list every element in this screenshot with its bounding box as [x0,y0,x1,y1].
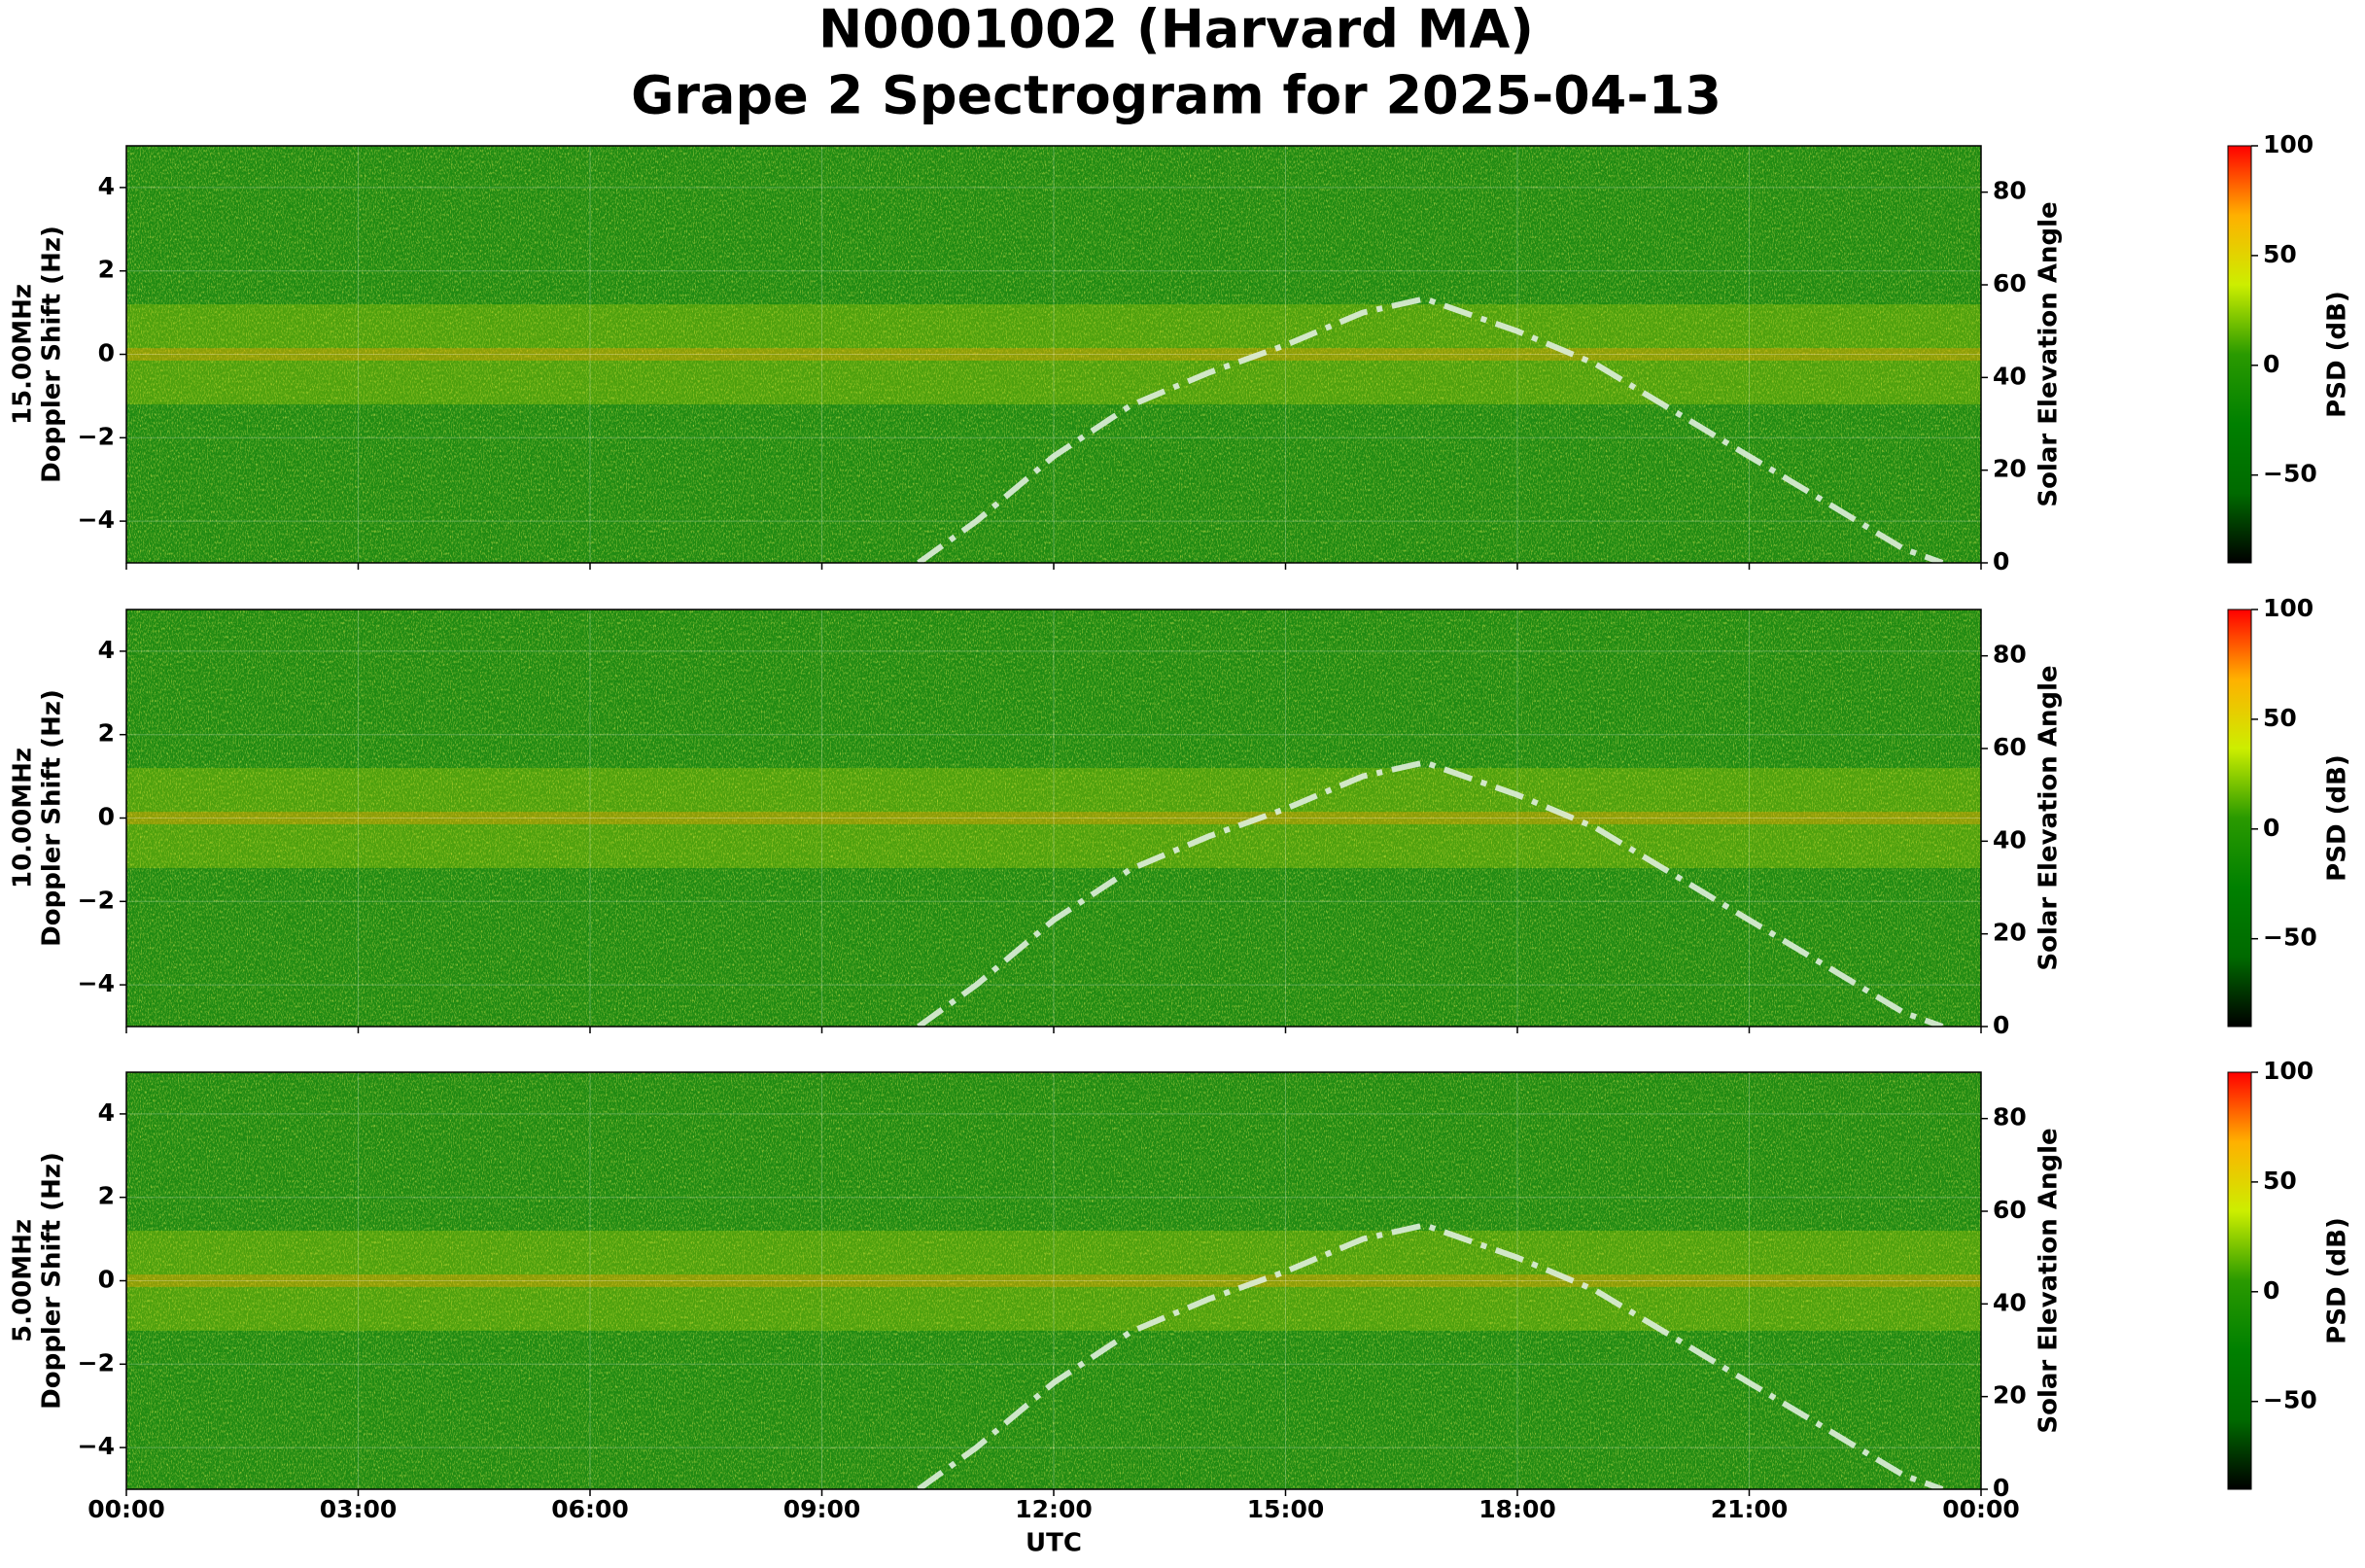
y-tick-label: 4 [98,1098,115,1127]
colorbar-tick-label: 50 [2263,704,2297,732]
colorbar-label: PSD (dB) [2323,1217,2352,1344]
y-axis-label: Doppler Shift (Hz) [38,689,67,947]
spectrogram-texture [126,610,1981,1027]
colorbar-tick-label: −50 [2263,460,2317,488]
y-tick-label: −2 [78,422,115,450]
y-axis-label: 10.00MHz [9,748,38,889]
spectrogram-carrier [126,1274,1981,1287]
x-tick-label: 15:00 [1247,1495,1325,1523]
spectrogram-carrier [126,812,1981,824]
y2-tick-label: 80 [1993,1103,2027,1132]
spectrogram-texture [126,1072,1981,1489]
y-tick-label: 2 [98,719,115,748]
y-tick-label: 4 [98,636,115,664]
y2-tick-label: 80 [1993,641,2027,669]
solar-elevation-line [917,759,1944,1027]
solar-elevation-line [917,296,1944,563]
colorbar-label: PSD (dB) [2323,291,2352,418]
y2-axis-label: Solar Elevation Angle [2035,1128,2064,1433]
y-tick-label: −2 [78,886,115,914]
x-tick-label: 12:00 [1015,1495,1093,1523]
plot-area [126,610,1981,1027]
colorbar-tick-label: 50 [2263,1167,2297,1195]
colorbar-tick-label: 100 [2263,130,2313,158]
x-tick-label: 00:00 [87,1495,165,1523]
colorbar-tick-label: −50 [2263,923,2317,952]
spectrogram-haze [126,768,1981,868]
y2-tick-label: 40 [1993,1288,2027,1316]
colorbar-tick-label: 0 [2263,814,2279,842]
y2-tick-label: 60 [1993,733,2027,761]
colorbar [2227,1071,2252,1490]
colorbar-tick-label: −50 [2263,1386,2317,1414]
title-line: N0001002 (Harvard MA) [818,0,1534,60]
y-tick-label: 2 [98,256,115,284]
colorbar [2227,145,2252,564]
y-tick-label: 0 [98,339,115,367]
solar-elevation-line [917,1222,1944,1489]
y-tick-label: 4 [98,172,115,200]
y2-axis-label: Solar Elevation Angle [2035,201,2064,506]
x-tick-label: 03:00 [320,1495,398,1523]
y2-tick-label: 0 [1993,547,2009,575]
y2-tick-label: 20 [1993,455,2027,483]
colorbar [2227,609,2252,1028]
colorbar-label: PSD (dB) [2323,754,2352,882]
y-tick-label: −2 [78,1348,115,1376]
y-tick-label: 0 [98,803,115,831]
colorbar-tick-label: 100 [2263,1057,2313,1085]
y2-tick-label: 40 [1993,825,2027,854]
y2-tick-label: 0 [1993,1474,2009,1502]
y2-tick-label: 60 [1993,269,2027,297]
y2-tick-label: 20 [1993,1381,2027,1410]
y2-axis-label: Solar Elevation Angle [2035,665,2064,970]
x-tick-label: 21:00 [1711,1495,1789,1523]
x-tick-label: 00:00 [1942,1495,2020,1523]
y-axis-label: 5.00MHz [9,1219,38,1342]
plot-area [126,1072,1981,1489]
colorbar-tick-label: 100 [2263,594,2313,622]
y2-tick-label: 60 [1993,1196,2027,1224]
y-tick-label: −4 [78,969,115,997]
colorbar-tick-label: 0 [2263,350,2279,378]
y-axis-label: Doppler Shift (Hz) [38,1152,67,1410]
colorbar-tick-label: 0 [2263,1276,2279,1305]
y2-tick-label: 0 [1993,1011,2009,1039]
y-axis-label: 15.00MHz [9,284,38,425]
spectrogram-carrier [126,348,1981,361]
y2-tick-label: 80 [1993,177,2027,205]
y-axis-label: Doppler Shift (Hz) [38,226,67,483]
y-tick-label: 2 [98,1182,115,1210]
title-line: Grape 2 Spectrogram for 2025-04-13 [631,65,1722,126]
spectrogram-texture [126,146,1981,563]
x-tick-label: 09:00 [783,1495,861,1523]
plot-area [126,146,1981,563]
y-tick-label: −4 [78,1432,115,1460]
x-tick-label: 06:00 [551,1495,629,1523]
x-tick-label: 18:00 [1478,1495,1556,1523]
colorbar-tick-label: 50 [2263,240,2297,268]
y-tick-label: 0 [98,1266,115,1294]
y-tick-label: −4 [78,505,115,534]
y2-tick-label: 20 [1993,919,2027,947]
spectrogram-haze [126,1231,1981,1331]
y2-tick-label: 40 [1993,362,2027,390]
spectrogram-haze [126,304,1981,404]
x-axis-label: UTC [1026,1529,1082,1558]
